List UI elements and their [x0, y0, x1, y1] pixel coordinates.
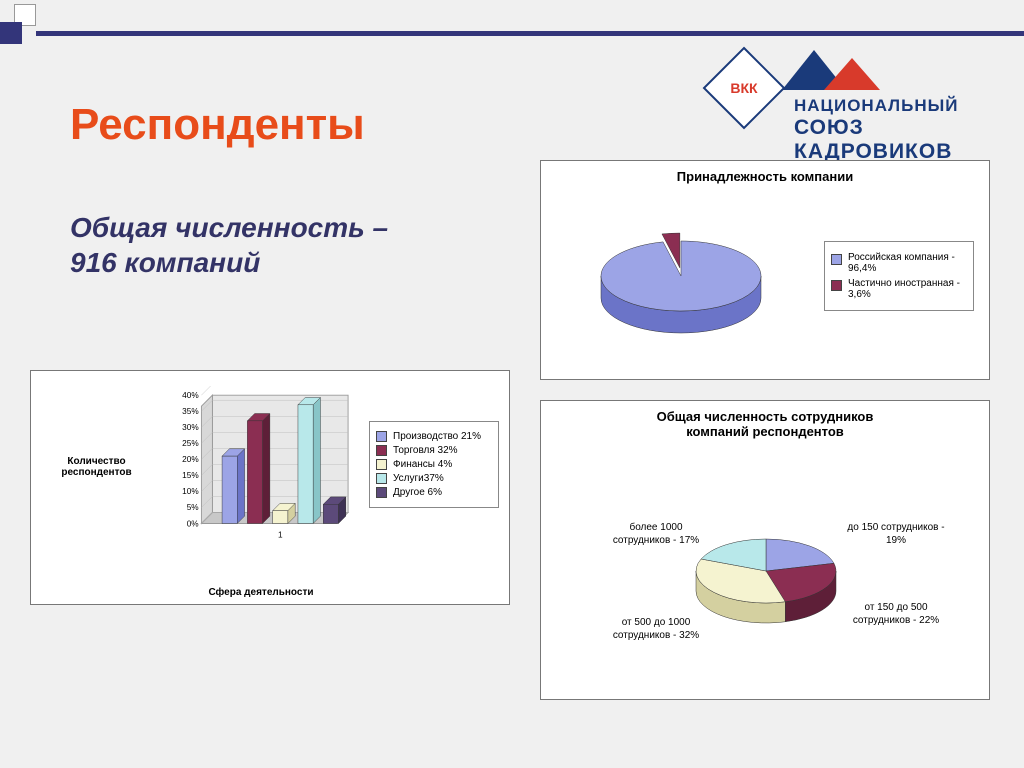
pie1-panel: Принадлежность компании Российская компа… — [540, 160, 990, 380]
pie2-title-l1: Общая численность сотрудников — [657, 409, 874, 424]
bar-chart-panel: Количество респондентов 0% 5% 10% 15% 20% 25%… — [30, 370, 510, 605]
subtitle-line1: Общая численность – — [70, 212, 388, 243]
pie2-slice-label: до 150 сотрудников - 19% — [841, 521, 951, 547]
svg-text:30%: 30% — [182, 423, 199, 432]
svg-text:1: 1 — [278, 530, 283, 539]
pie2-slice-label: от 500 до 1000 сотрудников - 32% — [601, 616, 711, 642]
pie2-slice-label: от 150 до 500 сотрудников - 22% — [841, 601, 951, 627]
subtitle-line2: 916 компаний — [70, 247, 260, 278]
slide-subtitle: Общая численность – 916 компаний — [70, 210, 388, 280]
svg-text:40%: 40% — [182, 391, 199, 400]
bar-legend-item: Услуги37% — [376, 473, 492, 484]
pie1-title: Принадлежность компании — [541, 161, 989, 188]
logo-line2: СОЮЗ КАДРОВИКОВ — [794, 116, 994, 164]
pie2-title: Общая численность сотрудников компаний р… — [541, 401, 989, 443]
pie2-title-l2: компаний респондентов — [686, 424, 844, 439]
svg-text:5%: 5% — [187, 503, 200, 512]
bar-legend-item: Другое 6% — [376, 487, 492, 498]
bar-chart-legend: Производство 21% Торговля 32% Финансы 4% Ус… — [369, 421, 499, 508]
bar-yaxis-label: Количество респондентов — [39, 456, 154, 478]
svg-text:10%: 10% — [182, 487, 199, 496]
pie2-panel: Общая численность сотрудников компаний р… — [540, 400, 990, 700]
pie1-legend-item: Частично иностранная - 3,6% — [831, 278, 967, 300]
logo-line1: НАЦИОНАЛЬНЫЙ — [794, 96, 994, 116]
slide-title: Респонденты — [70, 100, 365, 150]
svg-text:25%: 25% — [182, 439, 199, 448]
logo-block: ВКК НАЦИОНАЛЬНЫЙ СОЮЗ КАДРОВИКОВ — [674, 40, 994, 150]
pie2-slice-label: более 1000 сотрудников - 17% — [601, 521, 711, 547]
svg-text:35%: 35% — [182, 407, 199, 416]
svg-text:20%: 20% — [182, 455, 199, 464]
logo-badge-text: ВКК — [730, 80, 758, 96]
bar-chart-svg: 0% 5% 10% 15% 20% 25% 30% 35% 40% 1 — [161, 386, 361, 551]
pie1-legend-item: Российская компания - 96,4% — [831, 252, 967, 274]
bar-xaxis-label: Сфера деятельности — [161, 587, 361, 598]
pie1-legend: Российская компания - 96,4% Частично инос… — [824, 241, 974, 311]
pie1-svg — [561, 206, 801, 366]
svg-text:15%: 15% — [182, 471, 199, 480]
svg-text:0%: 0% — [187, 519, 200, 528]
bar-legend-item: Производство 21% — [376, 431, 492, 442]
bar-legend-item: Торговля 32% — [376, 445, 492, 456]
bar-legend-item: Финансы 4% — [376, 459, 492, 470]
